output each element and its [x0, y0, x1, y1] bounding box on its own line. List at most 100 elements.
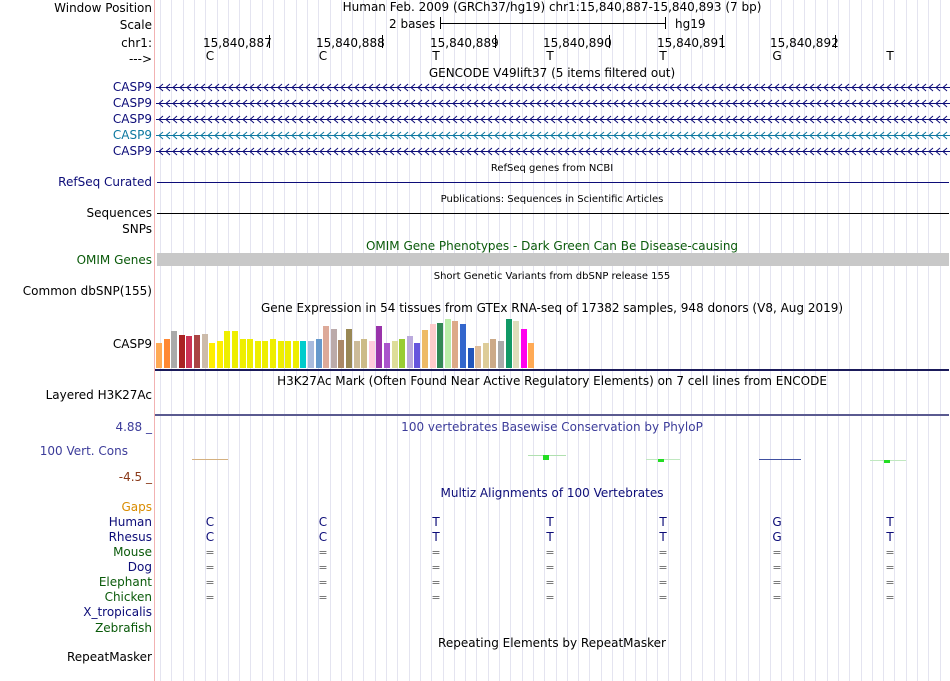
refseq-track-label[interactable]: RefSeq Curated: [58, 175, 152, 189]
gencode-transcript-line[interactable]: [156, 99, 950, 108]
gtex-tissue-bar[interactable]: [498, 341, 504, 368]
grid-line: [759, 0, 760, 681]
multiz-track-title[interactable]: Multiz Alignments of 100 Vertebrates: [440, 486, 664, 500]
multiz-species-label[interactable]: Mouse: [113, 545, 152, 559]
repeatmasker-track-title[interactable]: Repeating Elements by RepeatMasker: [438, 636, 666, 650]
publications-track-label[interactable]: Sequences: [86, 206, 152, 220]
gtex-tissue-bar[interactable]: [520, 329, 527, 368]
multiz-species-label[interactable]: Zebrafish: [95, 621, 152, 635]
gtex-tissue-bar[interactable]: [323, 326, 330, 368]
phylop-score-mark[interactable]: [192, 459, 228, 460]
phylop-score-mark[interactable]: [759, 459, 801, 460]
gtex-tissue-bar[interactable]: [186, 336, 193, 368]
omim-track-title[interactable]: OMIM Gene Phenotypes - Dark Green Can Be…: [365, 239, 739, 253]
dbsnp-track-title[interactable]: Short Genetic Variants from dbSNP releas…: [433, 271, 671, 282]
gtex-tissue-bar[interactable]: [300, 341, 307, 368]
refseq-gene-line[interactable]: [157, 182, 949, 183]
gtex-tissue-bar[interactable]: [224, 331, 231, 368]
gtex-tissue-bar[interactable]: [216, 341, 223, 368]
multiz-species-label[interactable]: Gaps: [121, 500, 152, 514]
grid-line: [894, 0, 895, 681]
gtex-tissue-bar[interactable]: [292, 341, 299, 368]
gencode-track-title[interactable]: GENCODE V49lift37 (5 items filtered out): [428, 66, 676, 80]
gtex-tissue-bar[interactable]: [384, 343, 390, 368]
gtex-tissue-bar[interactable]: [338, 340, 345, 368]
repeatmasker-track-label[interactable]: RepeatMasker: [66, 650, 152, 664]
gtex-tissue-bar[interactable]: [505, 319, 512, 368]
gtex-tissue-bar[interactable]: [163, 339, 170, 368]
multiz-species-label[interactable]: X_tropicalis: [83, 605, 152, 619]
gtex-bar-chart[interactable]: [156, 317, 556, 368]
omim-track-label[interactable]: OMIM Genes: [76, 253, 152, 267]
gtex-tissue-bar[interactable]: [429, 324, 436, 368]
refseq-track-title[interactable]: RefSeq genes from NCBI: [490, 163, 614, 174]
h3k27ac-track-label[interactable]: Layered H3K27Ac: [45, 388, 152, 402]
gtex-tissue-bar[interactable]: [254, 341, 261, 368]
phylop-score-mark[interactable]: [884, 460, 890, 463]
gtex-tissue-bar[interactable]: [391, 341, 398, 368]
publications-track-title[interactable]: Publications: Sequences in Scientific Ar…: [440, 194, 664, 205]
gtex-tissue-bar[interactable]: [262, 341, 269, 368]
gencode-transcript-label[interactable]: CASP9: [112, 112, 152, 126]
snps-track-label[interactable]: SNPs: [122, 222, 152, 236]
gencode-transcript-line[interactable]: [156, 83, 950, 92]
gtex-tissue-bar[interactable]: [156, 343, 162, 368]
gtex-tissue-bar[interactable]: [452, 321, 459, 368]
phylop-track-label[interactable]: 100 Vert. Cons: [39, 444, 128, 458]
gtex-tissue-bar[interactable]: [513, 321, 520, 368]
gtex-tissue-bar[interactable]: [490, 339, 497, 368]
gtex-tissue-bar[interactable]: [270, 339, 276, 368]
gtex-tissue-bar[interactable]: [285, 341, 292, 368]
gtex-tissue-bar[interactable]: [277, 341, 284, 368]
gtex-tissue-bar[interactable]: [171, 331, 178, 368]
gtex-tissue-bar[interactable]: [376, 326, 383, 368]
gtex-tissue-bar[interactable]: [460, 324, 466, 368]
gtex-tissue-bar[interactable]: [414, 343, 421, 368]
multiz-species-label[interactable]: Rhesus: [108, 530, 152, 544]
gtex-tissue-bar[interactable]: [247, 339, 254, 368]
gtex-track-label[interactable]: CASP9: [112, 337, 152, 351]
multiz-species-label[interactable]: Dog: [127, 560, 152, 574]
gtex-tissue-bar[interactable]: [178, 335, 185, 368]
gtex-tissue-bar[interactable]: [368, 341, 375, 368]
phylop-score-mark[interactable]: [658, 459, 664, 462]
gtex-tissue-bar[interactable]: [399, 339, 406, 368]
multiz-species-label[interactable]: Human: [108, 515, 152, 529]
phylop-score-mark[interactable]: [543, 455, 549, 460]
gtex-track-title[interactable]: Gene Expression in 54 tissues from GTEx …: [260, 301, 844, 315]
gtex-tissue-bar[interactable]: [444, 319, 451, 368]
gtex-tissue-bar[interactable]: [330, 329, 337, 368]
publications-line[interactable]: [157, 213, 949, 214]
gencode-transcript-line[interactable]: [156, 131, 950, 140]
gencode-transcript-label[interactable]: CASP9: [112, 96, 152, 110]
gencode-transcript-line[interactable]: [156, 147, 950, 156]
gtex-tissue-bar[interactable]: [209, 343, 216, 368]
gtex-tissue-bar[interactable]: [346, 329, 352, 368]
gtex-tissue-bar[interactable]: [201, 334, 208, 368]
phylop-track-title[interactable]: 100 vertebrates Basewise Conservation by…: [401, 420, 703, 434]
dbsnp-track-label[interactable]: Common dbSNP(155): [22, 284, 152, 298]
gencode-transcript-label[interactable]: CASP9: [112, 128, 152, 142]
omim-gene-feature[interactable]: [157, 253, 949, 266]
gtex-tissue-bar[interactable]: [239, 339, 246, 368]
gtex-tissue-bar[interactable]: [361, 339, 368, 368]
gtex-tissue-bar[interactable]: [475, 346, 482, 368]
gtex-tissue-bar[interactable]: [406, 336, 413, 368]
gtex-tissue-bar[interactable]: [422, 330, 428, 368]
h3k27ac-track-title[interactable]: H3K27Ac Mark (Often Found Near Active Re…: [277, 374, 827, 388]
gtex-tissue-bar[interactable]: [482, 343, 489, 368]
gencode-transcript-line[interactable]: [156, 115, 950, 124]
gtex-tissue-bar[interactable]: [437, 323, 444, 368]
gencode-transcript-label[interactable]: CASP9: [112, 144, 152, 158]
gtex-tissue-bar[interactable]: [315, 339, 322, 368]
multiz-species-label[interactable]: Elephant: [98, 575, 152, 589]
multiz-species-label[interactable]: Chicken: [104, 590, 152, 604]
gtex-tissue-bar[interactable]: [232, 331, 238, 368]
gtex-tissue-bar[interactable]: [528, 343, 535, 368]
gtex-tissue-bar[interactable]: [194, 335, 200, 368]
gencode-transcript-label[interactable]: CASP9: [112, 80, 152, 94]
window-position-text[interactable]: Human Feb. 2009 (GRCh37/hg19) chr1:15,84…: [342, 0, 762, 14]
gtex-tissue-bar[interactable]: [308, 341, 314, 368]
gtex-tissue-bar[interactable]: [467, 348, 474, 368]
gtex-tissue-bar[interactable]: [353, 341, 360, 368]
